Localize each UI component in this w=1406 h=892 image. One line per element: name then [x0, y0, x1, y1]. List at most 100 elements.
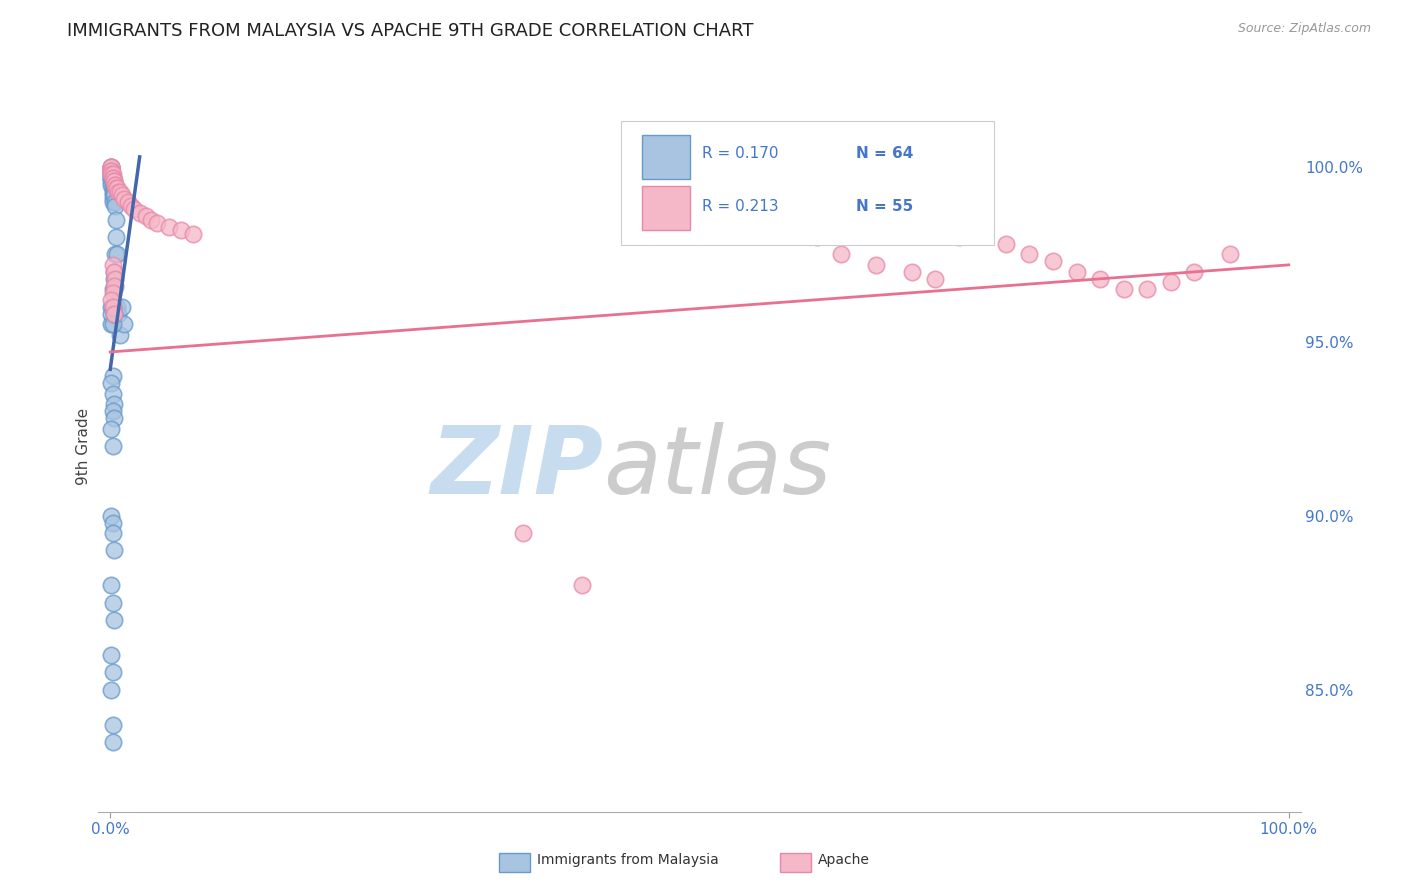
Point [924, 272, 946, 286]
Point [101, 317, 124, 331]
Point [107, 185, 129, 199]
Point [122, 202, 145, 216]
Text: IMMIGRANTS FROM MALAYSIA VS APACHE 9TH GRADE CORRELATION CHART: IMMIGRANTS FROM MALAYSIA VS APACHE 9TH G… [67, 22, 754, 40]
Point [117, 195, 139, 210]
Point [865, 258, 887, 272]
Point [101, 188, 124, 202]
Point [100, 682, 122, 697]
Point [100, 164, 122, 178]
Point [100, 164, 122, 178]
Point [101, 665, 124, 680]
Point [1112, 282, 1135, 296]
Point [948, 230, 970, 244]
Point [104, 178, 127, 192]
Point [103, 185, 125, 199]
Bar [641, 136, 690, 179]
Point [100, 174, 122, 188]
Text: Immigrants from Malaysia: Immigrants from Malaysia [537, 853, 718, 867]
Point [105, 230, 128, 244]
Point [105, 181, 128, 195]
Point [107, 307, 129, 321]
Point [112, 192, 135, 206]
Point [103, 282, 125, 296]
Point [100, 167, 122, 181]
Point [100, 421, 122, 435]
Point [1018, 247, 1040, 261]
Point [105, 212, 128, 227]
Point [146, 216, 169, 230]
Point [571, 578, 593, 592]
Point [101, 404, 124, 418]
Point [100, 170, 122, 185]
FancyBboxPatch shape [621, 120, 994, 245]
Point [100, 161, 122, 175]
Point [103, 181, 125, 195]
Point [100, 648, 122, 662]
Point [100, 578, 122, 592]
Point [100, 161, 122, 175]
Point [101, 300, 124, 314]
Point [972, 212, 994, 227]
Point [101, 195, 124, 210]
Point [104, 199, 127, 213]
Point [103, 411, 125, 425]
Point [101, 439, 124, 453]
Point [101, 596, 124, 610]
Point [1136, 282, 1159, 296]
Text: Source: ZipAtlas.com: Source: ZipAtlas.com [1237, 22, 1371, 36]
Point [100, 167, 122, 181]
Point [100, 293, 122, 307]
Point [512, 526, 534, 541]
Point [100, 164, 122, 178]
Point [101, 174, 124, 188]
Point [105, 181, 128, 195]
Point [100, 170, 122, 185]
Point [101, 181, 124, 195]
Point [1088, 272, 1111, 286]
Point [101, 717, 124, 731]
Point [104, 178, 127, 192]
Text: N = 55: N = 55 [856, 199, 912, 214]
Point [170, 223, 193, 237]
Point [104, 278, 127, 293]
Point [111, 300, 134, 314]
Point [101, 170, 124, 185]
Point [103, 178, 125, 192]
Point [101, 516, 124, 530]
Point [101, 386, 124, 401]
Point [135, 209, 157, 223]
Point [103, 613, 125, 627]
Point [103, 543, 125, 558]
Point [103, 307, 125, 321]
Point [101, 185, 124, 199]
Point [101, 170, 124, 185]
Point [101, 167, 124, 181]
Point [103, 188, 125, 202]
Point [1160, 275, 1182, 289]
Point [111, 188, 134, 202]
Text: Apache: Apache [818, 853, 870, 867]
Point [101, 526, 124, 541]
Point [103, 397, 125, 411]
Point [181, 227, 204, 241]
Bar [641, 186, 690, 230]
Point [104, 247, 127, 261]
Point [100, 178, 122, 192]
Point [104, 272, 127, 286]
Point [103, 272, 125, 286]
Point [101, 178, 124, 192]
Point [108, 327, 131, 342]
Point [157, 219, 180, 234]
Point [103, 174, 125, 188]
Point [108, 185, 131, 199]
Point [103, 278, 125, 293]
Point [105, 247, 128, 261]
Point [100, 300, 122, 314]
Point [100, 508, 122, 523]
Point [100, 161, 122, 175]
Text: atlas: atlas [603, 423, 831, 514]
Point [103, 265, 125, 279]
Point [900, 265, 922, 279]
Point [994, 237, 1017, 252]
Point [104, 195, 127, 210]
